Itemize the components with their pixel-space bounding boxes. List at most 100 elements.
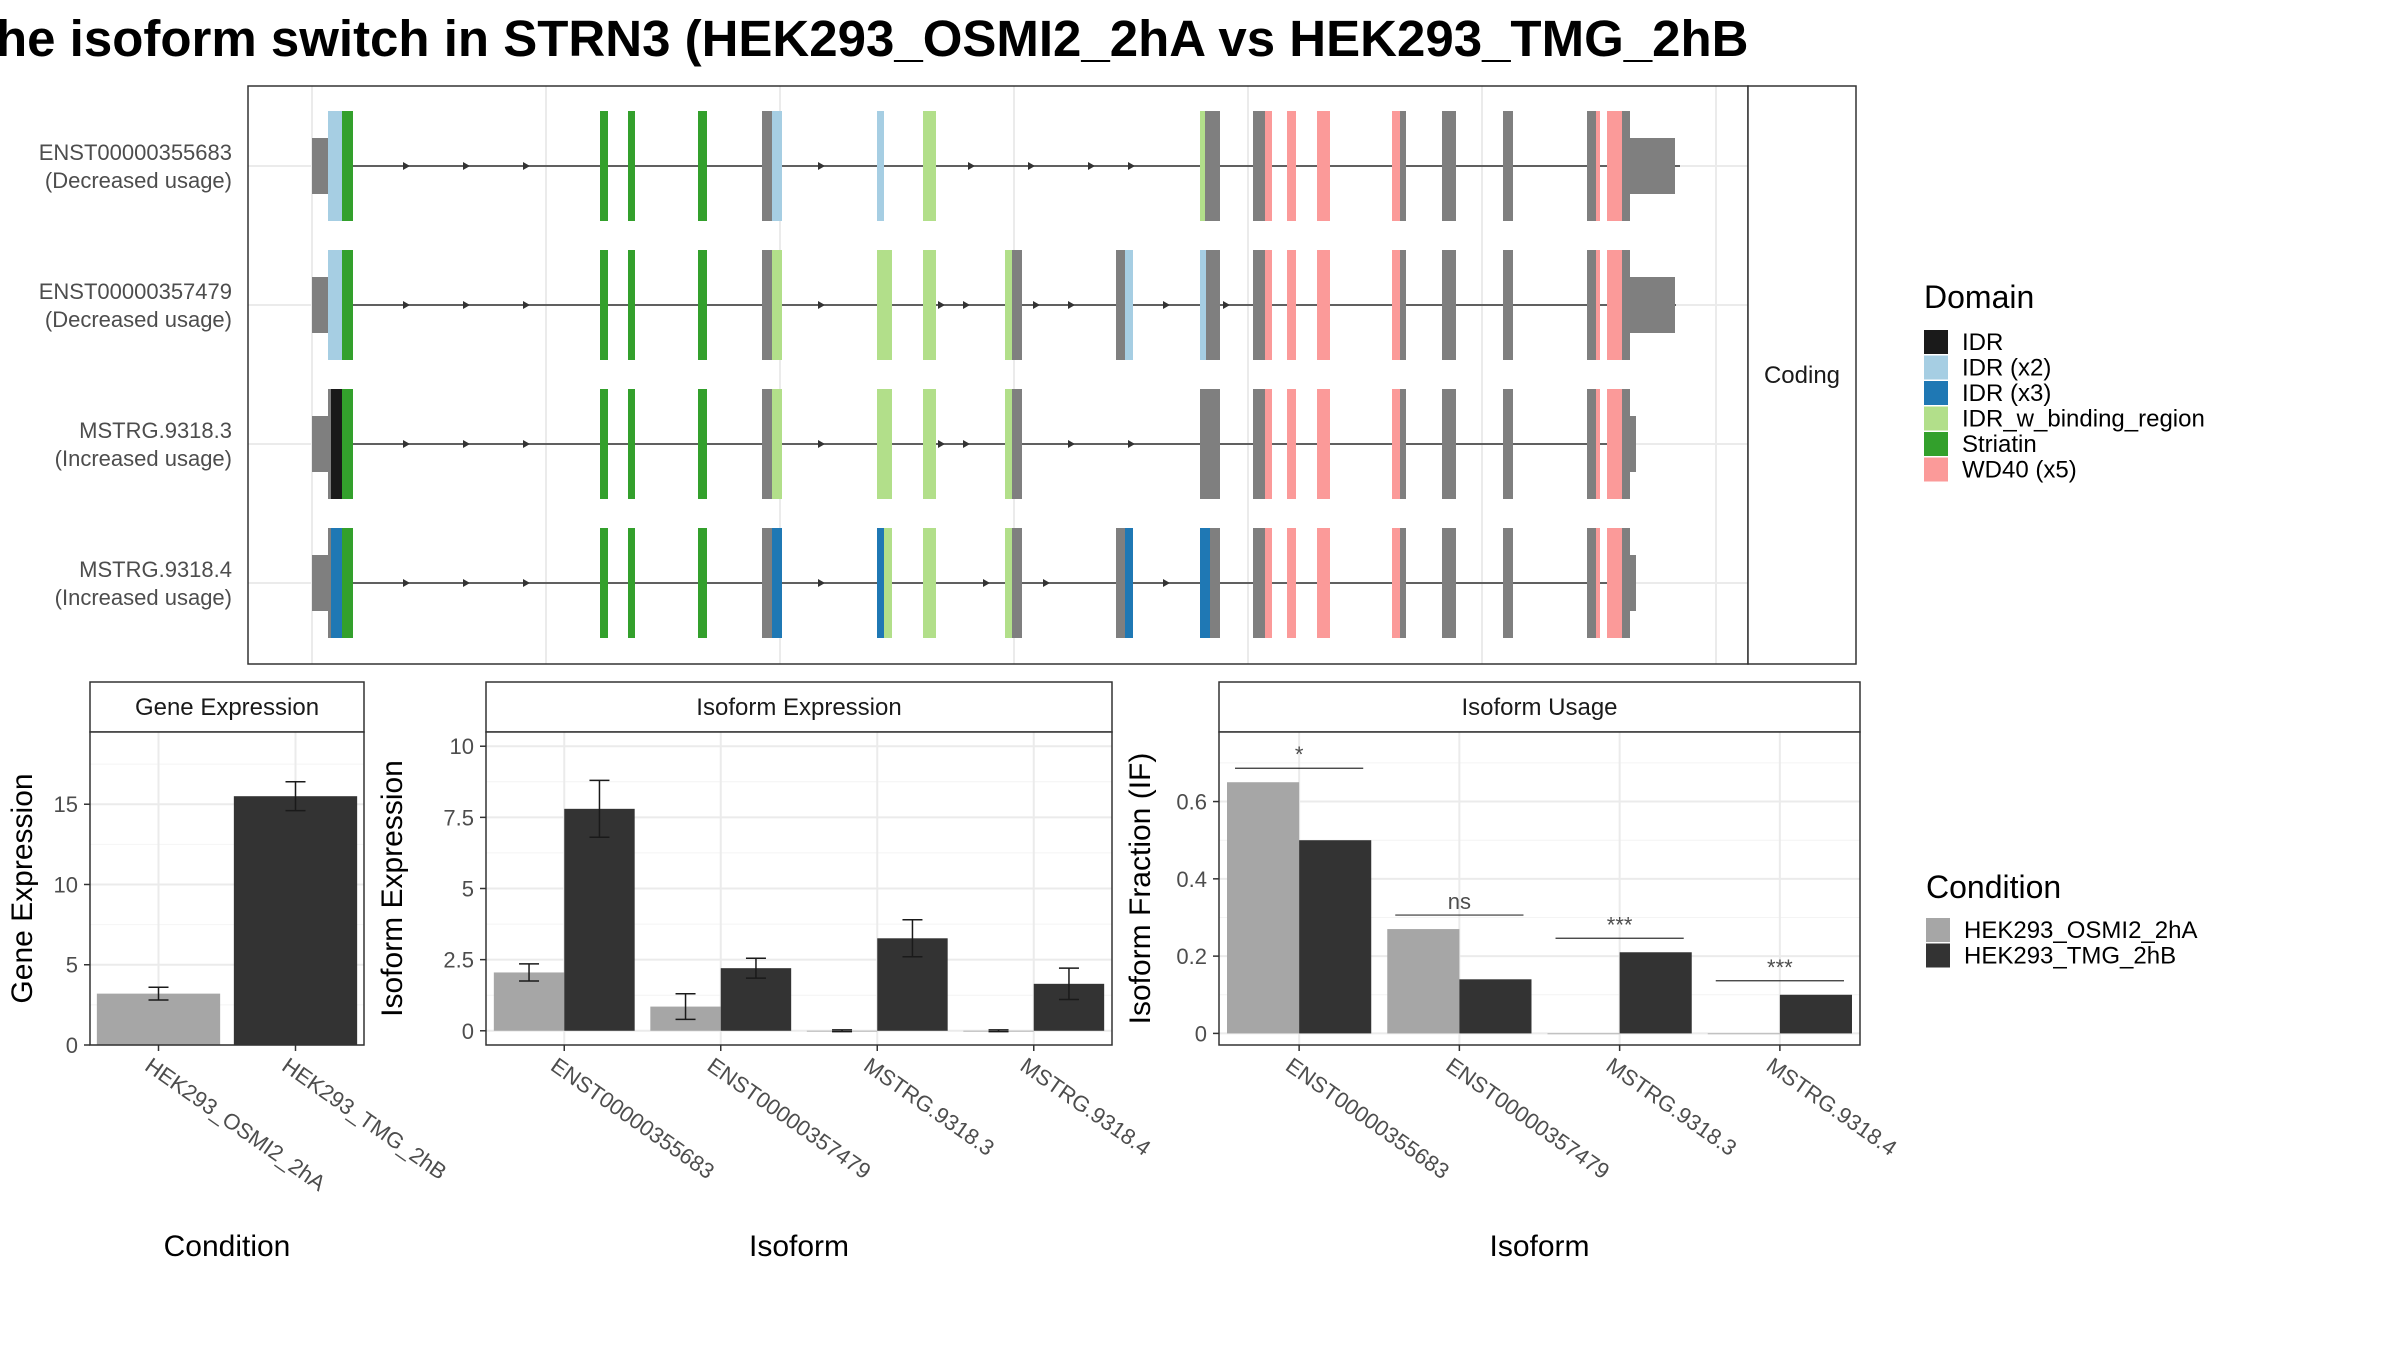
transcript-id-label: ENST00000357479 xyxy=(39,279,232,304)
chart-title: Gene Expression xyxy=(135,694,319,721)
exon-block xyxy=(884,528,892,638)
exon-block xyxy=(923,528,936,638)
exon-block xyxy=(1125,528,1133,638)
exon-block xyxy=(1287,528,1296,638)
chart-title: Isoform Usage xyxy=(1461,694,1617,721)
y-tick-label: 15 xyxy=(54,792,78,817)
transcript-id-label: MSTRG.9318.3 xyxy=(79,418,232,443)
exon-block xyxy=(1622,528,1630,638)
y-tick-label: 10 xyxy=(450,734,474,759)
exon-block xyxy=(328,111,342,221)
exon-block xyxy=(1607,111,1617,221)
y-tick-label: 5 xyxy=(462,877,474,902)
strand-arrow xyxy=(463,301,470,309)
domain-legend-label: IDR_w_binding_region xyxy=(1962,406,2205,433)
transcript-usage-label: (Increased usage) xyxy=(55,446,232,471)
exon-block xyxy=(762,250,772,360)
exon-block xyxy=(772,111,782,221)
exon-block xyxy=(628,250,635,360)
exon-block xyxy=(342,528,353,638)
domain-legend-key xyxy=(1924,355,1948,380)
exon-block xyxy=(1503,389,1513,499)
exon-block xyxy=(1253,528,1265,638)
exon-block xyxy=(1400,528,1406,638)
exon-block xyxy=(1005,528,1012,638)
exon-block xyxy=(772,528,782,638)
strand-arrow xyxy=(523,301,530,309)
exon-block xyxy=(923,250,936,360)
exon-block xyxy=(1287,250,1296,360)
domain-legend-label: Striatin xyxy=(1962,431,2037,458)
exon-block xyxy=(762,528,772,638)
strand-arrow xyxy=(463,579,470,587)
condition-legend-key xyxy=(1926,918,1950,942)
bar xyxy=(564,808,635,1031)
strand-arrow xyxy=(938,301,945,309)
exon-block xyxy=(923,111,936,221)
strand-arrow xyxy=(403,301,410,309)
exon-block xyxy=(1587,250,1596,360)
exon-block xyxy=(331,389,342,499)
exon-block xyxy=(1617,389,1622,499)
exon-block xyxy=(1200,528,1210,638)
strand-arrow xyxy=(523,162,530,170)
strand-arrow xyxy=(1033,301,1040,309)
exon-block xyxy=(1206,250,1220,360)
exon-block xyxy=(1630,138,1675,194)
exon-block xyxy=(772,389,782,499)
exon-block xyxy=(1630,416,1636,472)
strand-arrow xyxy=(1068,301,1075,309)
x-tick-label: ENST00000355683 xyxy=(1281,1053,1454,1184)
isoform-usage-chart: Isoform Usage ENST00000355683ENST00000357… xyxy=(1124,681,1902,1263)
exon-block xyxy=(762,389,772,499)
domain-legend-key xyxy=(1924,330,1948,354)
exon-block xyxy=(877,250,892,360)
domain-legend-label: IDR xyxy=(1962,329,2003,356)
strand-arrow xyxy=(523,440,530,448)
x-tick-label: MSTRG.9318.3 xyxy=(859,1053,999,1161)
condition-legend-key xyxy=(1926,943,1950,968)
bar xyxy=(96,993,221,1045)
domain-legend-key xyxy=(1924,381,1948,405)
transcript-usage-label: (Decreased usage) xyxy=(45,168,232,193)
domain-legend-label: IDR (x3) xyxy=(1962,380,2051,407)
exon-block xyxy=(600,528,608,638)
bar xyxy=(1299,840,1372,1034)
exon-block xyxy=(328,250,342,360)
exon-block xyxy=(600,389,608,499)
exon-block xyxy=(1400,250,1406,360)
transcript-usage-label: (Decreased usage) xyxy=(45,307,232,332)
exon-block xyxy=(1442,389,1456,499)
exon-block xyxy=(1125,250,1133,360)
exon-block xyxy=(923,389,936,499)
exon-block xyxy=(342,250,353,360)
exon-block xyxy=(1210,528,1220,638)
exon-block xyxy=(312,416,328,472)
exon-block xyxy=(1287,389,1296,499)
bar xyxy=(493,972,565,1031)
strand-arrow xyxy=(963,440,970,448)
exon-block xyxy=(877,111,884,221)
exon-block xyxy=(600,250,608,360)
structure-facet-label: Coding xyxy=(1764,362,1840,389)
exon-block xyxy=(1587,111,1596,221)
exon-block xyxy=(1265,389,1272,499)
strand-arrow xyxy=(983,579,990,587)
bar xyxy=(1387,929,1460,1034)
exon-block xyxy=(698,250,707,360)
exon-block xyxy=(1265,111,1272,221)
exon-block xyxy=(1607,389,1617,499)
domain-legend-label: WD40 (x5) xyxy=(1962,457,2077,484)
strand-arrow xyxy=(1163,579,1170,587)
y-tick-label: 7.5 xyxy=(443,805,474,830)
strand-arrow xyxy=(523,579,530,587)
bar xyxy=(233,796,358,1045)
exon-block xyxy=(1116,528,1125,638)
x-tick-label: MSTRG.9318.4 xyxy=(1016,1053,1156,1161)
y-axis-title: Isoform Fraction (IF) xyxy=(1124,753,1157,1025)
transcript-usage-label: (Increased usage) xyxy=(55,585,232,610)
x-tick-label: ENST00000355683 xyxy=(546,1053,719,1184)
domain-legend-key xyxy=(1924,432,1948,456)
